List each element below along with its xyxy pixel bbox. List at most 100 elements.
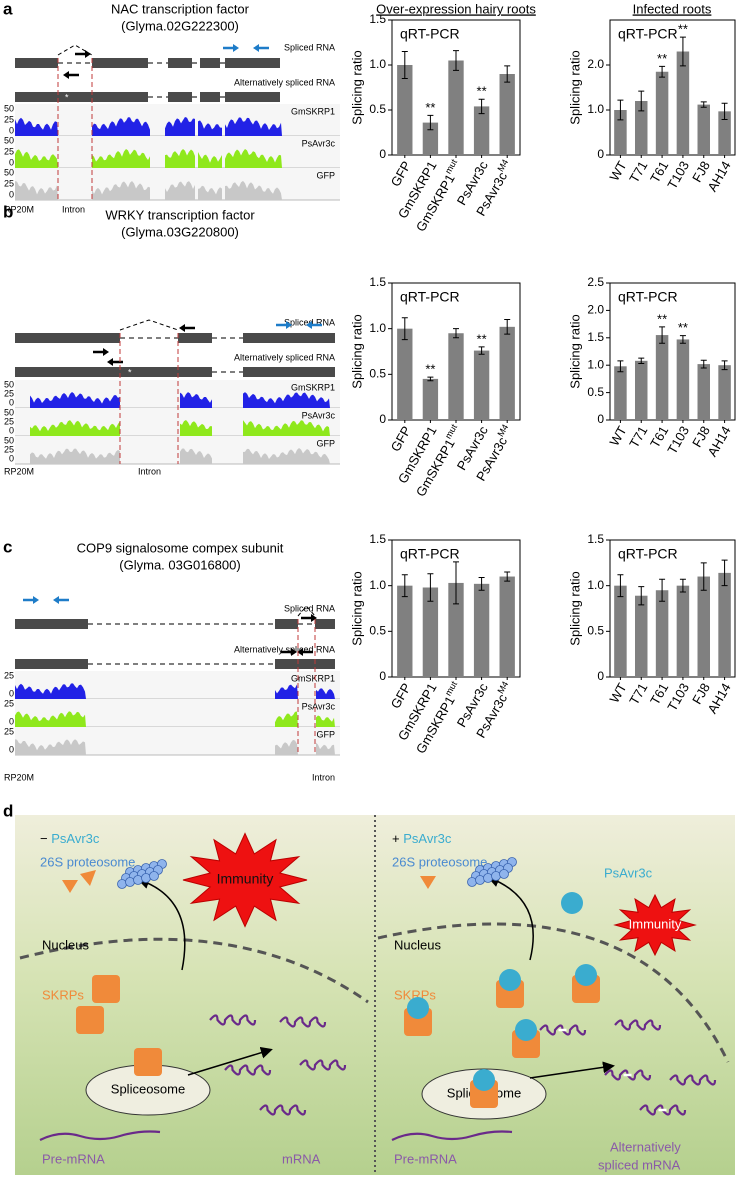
exon (243, 333, 335, 343)
error-bar (679, 578, 686, 593)
gene-id: (Glyma.03G220800) (121, 224, 239, 239)
exon (225, 92, 280, 102)
coverage (225, 149, 282, 168)
bar (697, 104, 710, 155)
coverage (316, 715, 335, 727)
bar (448, 333, 464, 420)
plot-frame (609, 282, 736, 421)
bar (718, 572, 731, 677)
panel-label: a (3, 0, 13, 18)
proteasome-subunit (141, 873, 151, 883)
track-label: PsAvr3c (302, 138, 336, 148)
y-tick-label: 1.0 (587, 357, 604, 371)
track-tick-label: 0 (9, 453, 14, 463)
exon (15, 92, 148, 102)
x-tick-label: WT (607, 681, 630, 706)
row-label: Alternatively spliced RNA (234, 644, 335, 654)
coverage (275, 684, 298, 699)
bar (614, 110, 627, 155)
exon (200, 58, 220, 68)
error-bar (638, 357, 645, 365)
y-axis-label: Splicing ratio (567, 314, 582, 388)
exon (315, 619, 335, 629)
psavr3c (575, 964, 597, 986)
proteasome-subunit (467, 877, 477, 887)
error-bar (659, 578, 666, 602)
significance: ** (425, 100, 435, 115)
panel-label: c (3, 537, 12, 556)
error-bar (617, 574, 624, 598)
y-tick-label: 1.0 (369, 321, 386, 335)
label: Immunity (217, 871, 274, 887)
psavr3c (515, 1019, 537, 1041)
plot-frame (609, 539, 736, 678)
track-tick-label: 25 (4, 178, 14, 188)
label: mRNA (282, 1151, 321, 1166)
y-tick-label: 0.5 (369, 102, 386, 116)
exon (15, 333, 120, 343)
exon (15, 619, 88, 629)
x-tick-label: GFP (388, 159, 414, 190)
y-tick-label: 0.5 (369, 624, 386, 638)
y-axis-label: Splicing ratio (567, 571, 582, 645)
primer-head (311, 614, 317, 622)
significance: ** (678, 320, 688, 335)
track-tick-label: 0 (9, 397, 14, 407)
error-bar (721, 102, 728, 120)
bar (697, 364, 710, 420)
exon (275, 619, 298, 629)
intron-label: Intron (312, 772, 335, 782)
y-tick-label: 2.5 (587, 275, 604, 289)
row-label: Spliced RNA (284, 42, 335, 52)
condition: − PsAvr3c (40, 831, 100, 846)
category: T103 (665, 159, 693, 192)
error-bar (401, 51, 408, 79)
bar (655, 590, 669, 677)
plot-frame (609, 19, 736, 156)
bar (718, 365, 731, 420)
coverage (92, 148, 150, 168)
label: Nucleus (394, 937, 441, 952)
x-tick-label: GFP (388, 424, 414, 455)
scale-label: RP20M (4, 204, 34, 214)
bar (676, 339, 690, 420)
label: 26S proteosome (40, 854, 135, 869)
track-tick-label: 25 (4, 416, 14, 426)
error-bar (700, 562, 707, 591)
y-tick-label: 1.5 (369, 275, 386, 289)
significance: ** (657, 51, 667, 66)
model-diagram: − PsAvr3c 26S proteosome Nucleus SKRPs P… (15, 815, 735, 1175)
row-label: Alternatively spliced RNA (234, 77, 335, 87)
error-bar (679, 36, 686, 67)
label: Spliceosome (111, 1081, 185, 1096)
bar (676, 585, 690, 677)
primer-head (179, 324, 185, 332)
gene-title: NAC transcription factor (111, 1, 250, 16)
scale-label: RP20M (4, 772, 34, 782)
psavr3c (407, 997, 429, 1019)
bar (448, 60, 464, 155)
proteasome-subunit (133, 875, 143, 885)
y-tick-label: 0.5 (587, 624, 604, 638)
bar (473, 583, 490, 677)
primer-head (33, 596, 39, 604)
error-bar (659, 326, 666, 344)
primer-head (291, 648, 297, 656)
track-tick-label: 0 (9, 425, 14, 435)
primer-head (306, 321, 312, 329)
y-tick-label: 1.0 (369, 578, 386, 592)
y-tick-label: 0 (379, 669, 386, 683)
coverage (165, 148, 195, 168)
proteasome-subunit (491, 871, 501, 881)
nuclear-envelope (19, 937, 369, 1004)
primer-head (233, 44, 239, 52)
x-tick-label: GFP (388, 681, 414, 712)
row-label: Alternatively spliced RNA (234, 352, 335, 362)
coverage (225, 117, 282, 136)
coverage (30, 392, 120, 408)
track-label: GmSKRP1 (291, 382, 335, 392)
primer-head (103, 348, 109, 356)
